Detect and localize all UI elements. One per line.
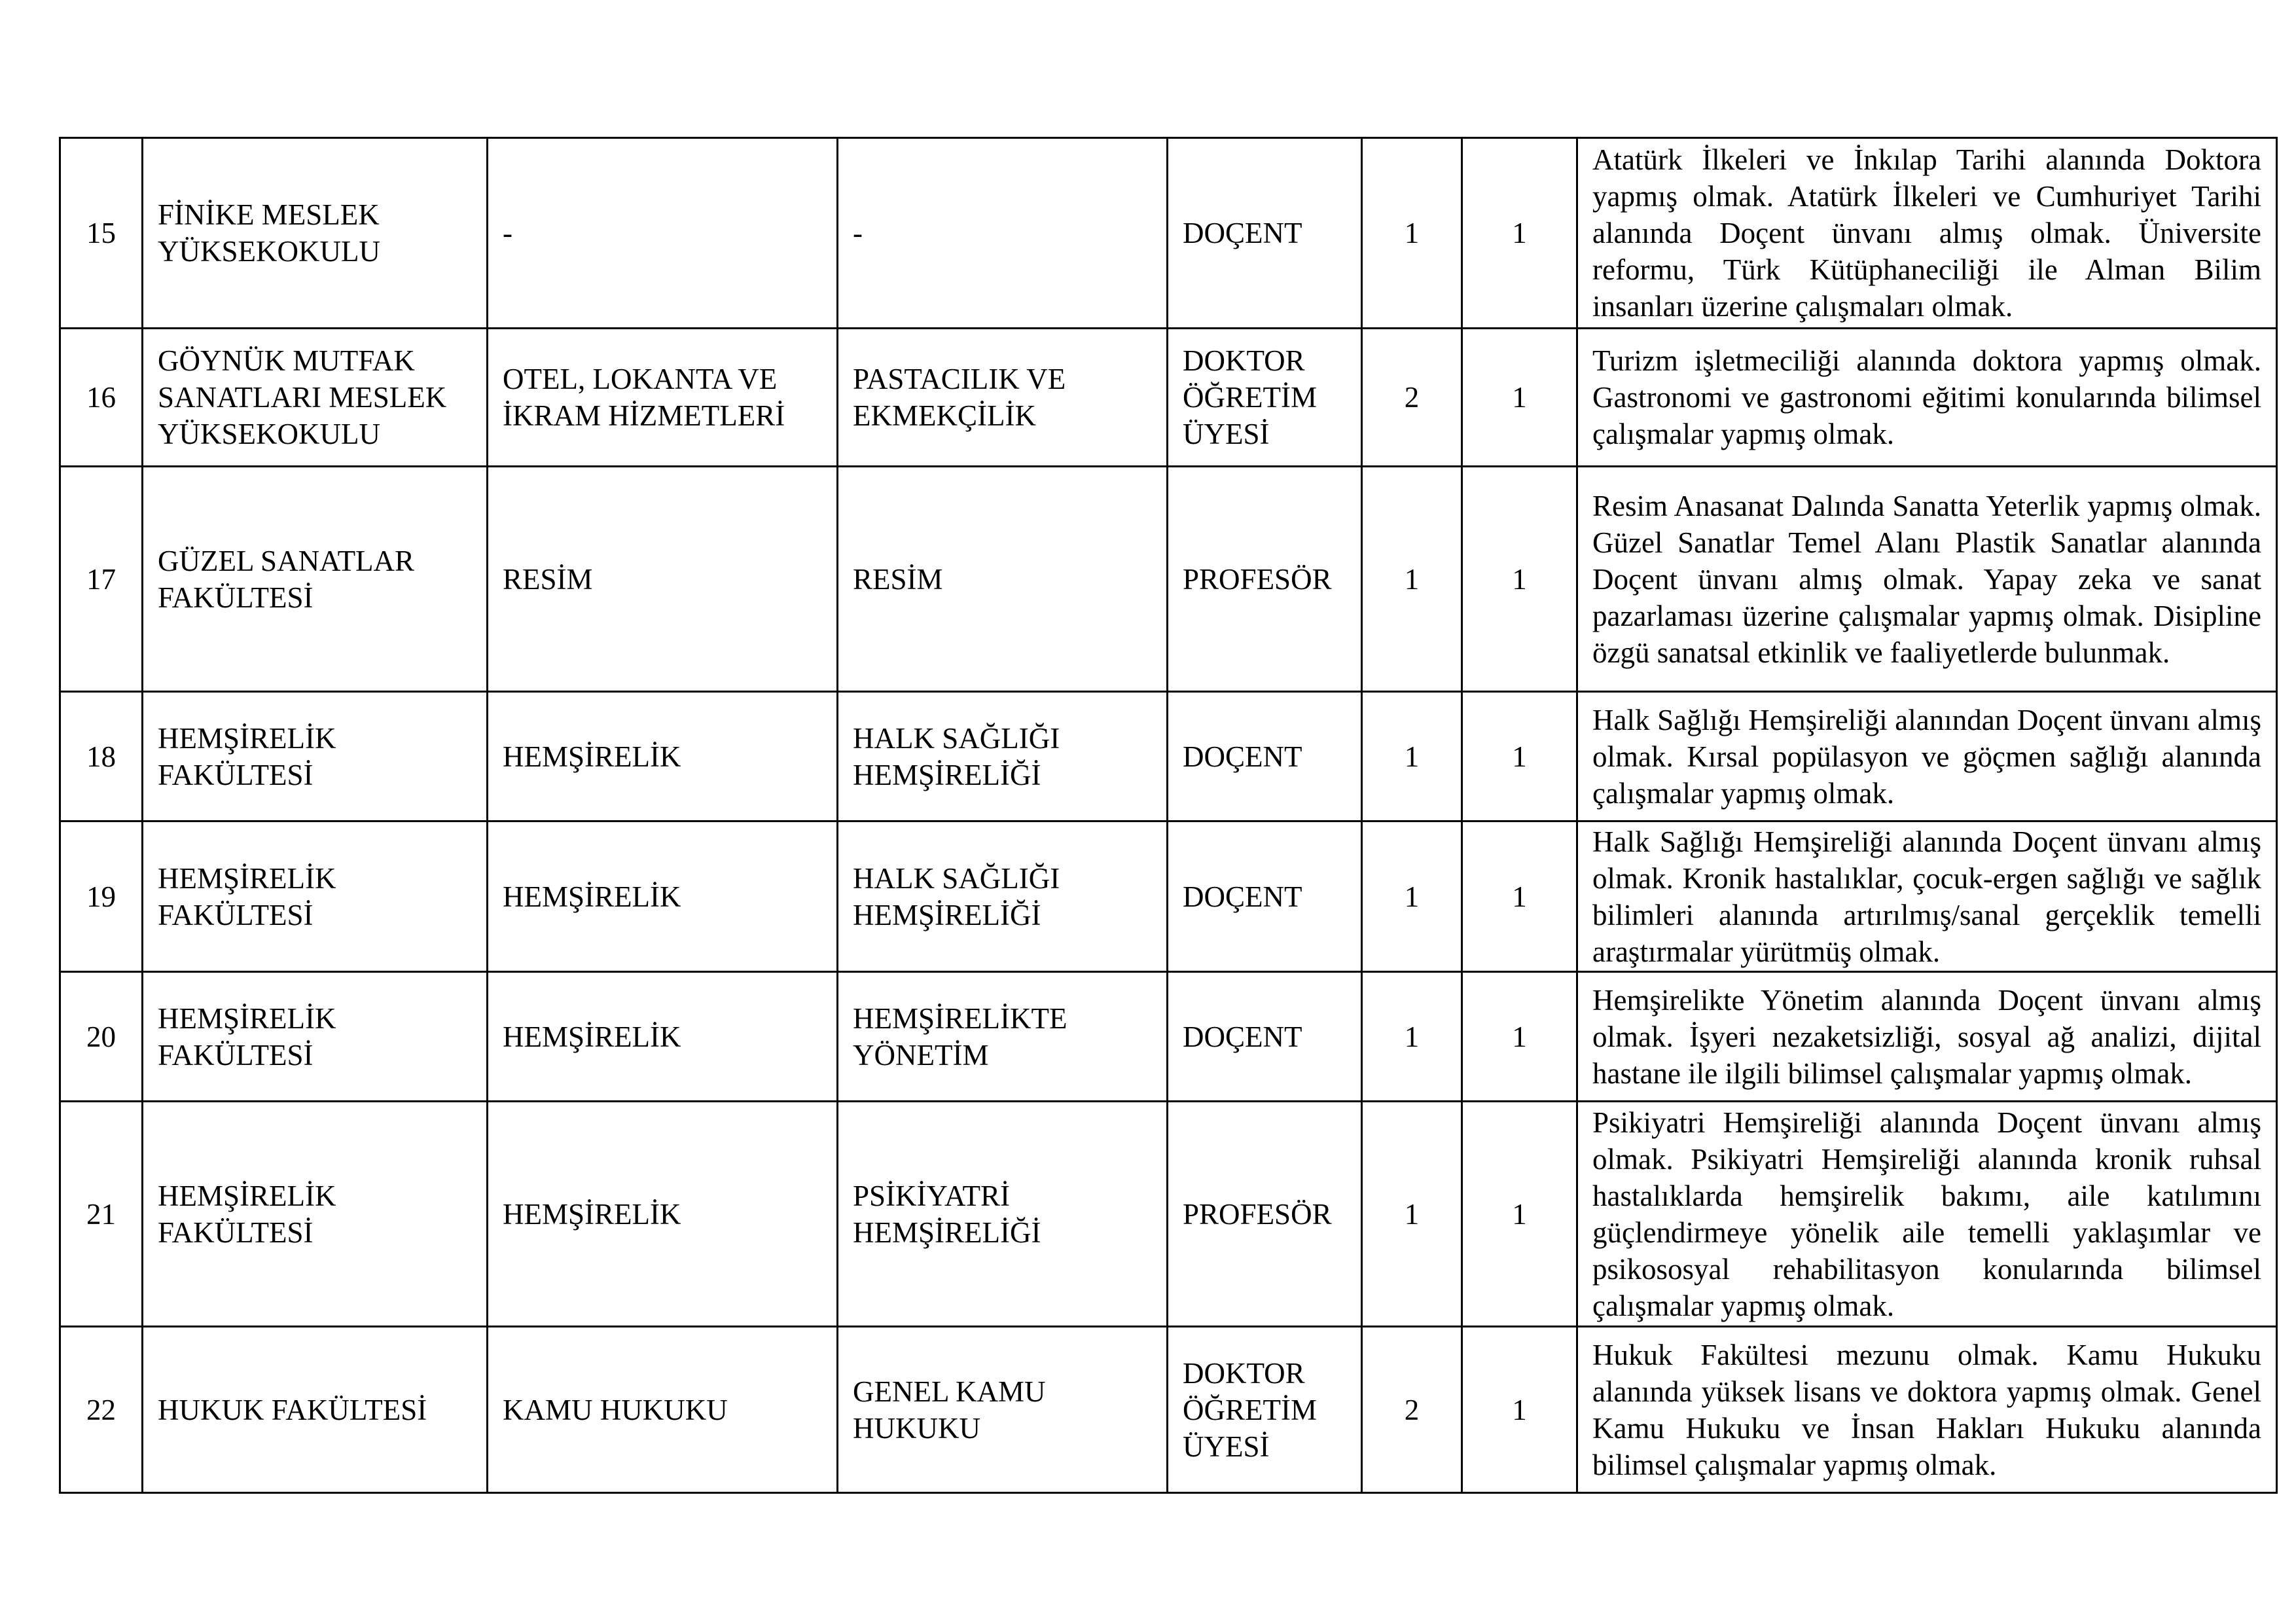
field-cell: HALK SAĞLIĞI HEMŞİRELİĞİ — [836, 691, 1168, 822]
row-number: 17 — [59, 465, 143, 693]
degree-cell: 2 — [1361, 327, 1463, 467]
department-cell: HEMŞİRELİK — [486, 820, 838, 973]
unit-cell: HEMŞİRELİK FAKÜLTESİ — [141, 1100, 488, 1327]
table-row: 16 GÖYNÜK MUTFAK SANATLARI MESLEK YÜKSEKO… — [59, 327, 2278, 467]
count-cell: 1 — [1461, 1326, 1578, 1494]
department-cell: HEMŞİRELİK — [486, 971, 838, 1102]
requirements-cell: Halk Sağlığı Hemşireliği alanından Doçen… — [1576, 691, 2278, 822]
row-number: 18 — [59, 691, 143, 822]
department-cell: HEMŞİRELİK — [486, 691, 838, 822]
title-cell: DOÇENT — [1166, 971, 1363, 1102]
field-cell: - — [836, 137, 1168, 329]
requirements-cell: Psikiyatri Hemşireliği alanında Doçent ü… — [1576, 1100, 2278, 1327]
field-cell: PASTACILIK VE EKMEKÇİLİK — [836, 327, 1168, 467]
unit-cell: GÖYNÜK MUTFAK SANATLARI MESLEK YÜKSEKOKU… — [141, 327, 488, 467]
department-cell: - — [486, 137, 838, 329]
count-cell: 1 — [1461, 691, 1578, 822]
title-cell: DOÇENT — [1166, 820, 1363, 973]
requirements-cell: Halk Sağlığı Hemşireliği alanında Doçent… — [1576, 820, 2278, 973]
count-cell: 1 — [1461, 465, 1578, 693]
unit-cell: GÜZEL SANATLAR FAKÜLTESİ — [141, 465, 488, 693]
degree-cell: 1 — [1361, 137, 1463, 329]
requirements-cell: Hukuk Fakültesi mezunu olmak. Kamu Hukuk… — [1576, 1326, 2278, 1494]
row-number: 16 — [59, 327, 143, 467]
table-row: 17 GÜZEL SANATLAR FAKÜLTESİ RESİM RESİM PROF… — [59, 465, 2278, 693]
field-cell: PSİKİYATRİ HEMŞİRELİĞİ — [836, 1100, 1168, 1327]
row-number: 15 — [59, 137, 143, 329]
requirements-cell: Hemşirelikte Yönetim alanında Doçent ünv… — [1576, 971, 2278, 1102]
count-cell: 1 — [1461, 820, 1578, 973]
title-cell: PROFESÖR — [1166, 465, 1363, 693]
title-cell: PROFESÖR — [1166, 1100, 1363, 1327]
title-cell: DOÇENT — [1166, 691, 1363, 822]
degree-cell: 2 — [1361, 1326, 1463, 1494]
count-cell: 1 — [1461, 1100, 1578, 1327]
row-number: 19 — [59, 820, 143, 973]
unit-cell: HEMŞİRELİK FAKÜLTESİ — [141, 971, 488, 1102]
title-cell: DOKTOR ÖĞRETİM ÜYESİ — [1166, 1326, 1363, 1494]
count-cell: 1 — [1461, 327, 1578, 467]
title-cell: DOKTOR ÖĞRETİM ÜYESİ — [1166, 327, 1363, 467]
degree-cell: 1 — [1361, 691, 1463, 822]
requirements-cell: Atatürk İlkeleri ve İnkılap Tarihi alanı… — [1576, 137, 2278, 329]
department-cell: RESİM — [486, 465, 838, 693]
degree-cell: 1 — [1361, 971, 1463, 1102]
requirements-cell: Turizm işletmeciliği alanında doktora ya… — [1576, 327, 2278, 467]
degree-cell: 1 — [1361, 465, 1463, 693]
unit-cell: FİNİKE MESLEK YÜKSEKOKULU — [141, 137, 488, 329]
department-cell: HEMŞİRELİK — [486, 1100, 838, 1327]
count-cell: 1 — [1461, 971, 1578, 1102]
department-cell: OTEL, LOKANTA VE İKRAM HİZMETLERİ — [486, 327, 838, 467]
table-row: 15 FİNİKE MESLEK YÜKSEKOKULU - - DOÇENT 1 1 Ata… — [59, 137, 2278, 329]
row-number: 21 — [59, 1100, 143, 1327]
field-cell: GENEL KAMU HUKUKU — [836, 1326, 1168, 1494]
field-cell: RESİM — [836, 465, 1168, 693]
department-cell: KAMU HUKUKU — [486, 1326, 838, 1494]
table-row: 21 HEMŞİRELİK FAKÜLTESİ HEMŞİRELİK PSİKİYAT… — [59, 1100, 2278, 1327]
unit-cell: HEMŞİRELİK FAKÜLTESİ — [141, 820, 488, 973]
field-cell: HEMŞİRELİKTE YÖNETİM — [836, 971, 1168, 1102]
title-cell: DOÇENT — [1166, 137, 1363, 329]
unit-cell: HEMŞİRELİK FAKÜLTESİ — [141, 691, 488, 822]
unit-cell: HUKUK FAKÜLTESİ — [141, 1326, 488, 1494]
row-number: 22 — [59, 1326, 143, 1494]
table-row: 20 HEMŞİRELİK FAKÜLTESİ HEMŞİRELİK HEMŞİREL… — [59, 971, 2278, 1102]
table-row: 19 HEMŞİRELİK FAKÜLTESİ HEMŞİRELİK HALK SAĞ… — [59, 820, 2278, 973]
table-row: 18 HEMŞİRELİK FAKÜLTESİ HEMŞİRELİK HALK SAĞ… — [59, 691, 2278, 822]
row-number: 20 — [59, 971, 143, 1102]
positions-table: 15 FİNİKE MESLEK YÜKSEKOKULU - - DOÇENT 1 1 Ata… — [59, 137, 2278, 1494]
degree-cell: 1 — [1361, 820, 1463, 973]
requirements-cell: Resim Anasanat Dalında Sanatta Yeterlik … — [1576, 465, 2278, 693]
field-cell: HALK SAĞLIĞI HEMŞİRELİĞİ — [836, 820, 1168, 973]
table-row: 22 HUKUK FAKÜLTESİ KAMU HUKUKU GENEL KAMU H… — [59, 1326, 2278, 1494]
degree-cell: 1 — [1361, 1100, 1463, 1327]
count-cell: 1 — [1461, 137, 1578, 329]
